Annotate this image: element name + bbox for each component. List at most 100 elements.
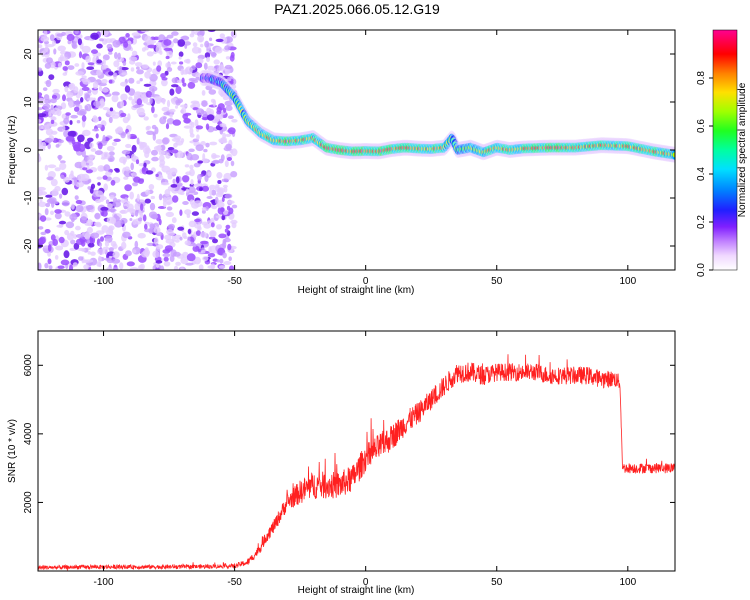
heatmap-cell <box>100 206 109 212</box>
heatmap-cell <box>58 236 65 244</box>
heatmap-cell <box>101 87 109 93</box>
heatmap-cell <box>167 173 173 180</box>
heatmap-cell <box>95 198 102 203</box>
heatmap-cell <box>67 65 75 70</box>
heatmap-cell <box>199 30 205 37</box>
heatmap-cell <box>136 193 140 202</box>
y-tick-label: -10 <box>23 190 34 205</box>
heatmap-cell <box>84 232 91 240</box>
heatmap-cell <box>184 164 190 168</box>
heatmap-cell <box>81 45 91 54</box>
heatmap-cell <box>90 183 96 189</box>
heatmap-cell <box>137 217 143 222</box>
colorbar-tick-label: 0.6 <box>696 119 707 133</box>
heatmap-cell <box>131 144 137 153</box>
heatmap-cell <box>55 245 64 251</box>
heatmap-cell <box>140 30 150 33</box>
heatmap-cell <box>134 62 143 67</box>
heatmap-cell <box>186 152 193 161</box>
heatmap-cell <box>61 200 70 207</box>
heatmap-cell <box>191 46 201 54</box>
heatmap-cell <box>44 62 52 69</box>
heatmap-cell <box>225 56 231 60</box>
heatmap-cell <box>56 224 64 228</box>
heatmap-cell <box>151 88 155 96</box>
heatmap-cell <box>86 219 93 227</box>
heatmap-cell <box>65 221 75 229</box>
heatmap-cell <box>92 56 97 65</box>
heatmap-cell <box>165 152 171 159</box>
heatmap-cell <box>39 236 46 245</box>
heatmap-cell <box>87 62 95 66</box>
heatmap-cell <box>182 251 189 258</box>
heatmap-cell <box>151 81 157 86</box>
heatmap-cell <box>43 30 48 37</box>
heatmap-cell <box>227 127 236 135</box>
heatmap-cell <box>113 138 121 142</box>
heatmap-cell <box>141 64 149 69</box>
colorbar-tick-label: 0.2 <box>696 215 707 229</box>
heatmap-cell <box>64 211 71 217</box>
heatmap-cell <box>130 135 138 139</box>
heatmap-cell <box>219 140 228 144</box>
heatmap-cell <box>99 38 104 42</box>
heatmap-cell <box>44 137 53 143</box>
heatmap-cell <box>81 173 90 181</box>
heatmap-cell <box>211 205 218 210</box>
heatmap-cell <box>122 231 131 238</box>
heatmap-cell <box>231 204 238 209</box>
heatmap-cell <box>102 134 106 143</box>
heatmap-cell <box>126 261 135 267</box>
heatmap-cell <box>162 137 170 145</box>
colorbar-ticks: 0.0 0.2 0.4 0.6 0.8 <box>696 71 713 277</box>
heatmap-cell <box>71 139 76 145</box>
x-tick-label: 0 <box>363 276 369 287</box>
heatmap-cell <box>222 132 227 139</box>
heatmap-cell <box>214 46 223 54</box>
heatmap-cell <box>153 226 161 234</box>
heatmap-cell <box>52 88 60 94</box>
heatmap-cell <box>94 150 103 156</box>
heatmap-cell <box>171 217 177 224</box>
heatmap-cell <box>96 176 103 180</box>
heatmap-cell <box>182 201 189 205</box>
heatmap-cell <box>203 148 208 153</box>
heatmap-cell <box>188 220 197 228</box>
heatmap-cell <box>180 35 190 41</box>
heatmap-cell <box>138 264 144 270</box>
heatmap-cell <box>224 193 233 199</box>
heatmap-cell <box>193 200 203 208</box>
heatmap-cell <box>95 133 99 139</box>
heatmap-cell <box>175 99 181 106</box>
heatmap-cell <box>172 195 179 203</box>
heatmap-cell <box>140 251 150 258</box>
heatmap-cell <box>120 81 128 87</box>
snr-series-line <box>38 354 675 571</box>
colorbar-tick-label: 0.8 <box>696 71 707 85</box>
heatmap-cell <box>87 178 92 183</box>
heatmap-cell <box>97 182 101 186</box>
heatmap-cell <box>87 137 94 142</box>
heatmap-cell <box>136 137 140 145</box>
heatmap-cell <box>104 248 108 255</box>
heatmap-cell <box>76 238 85 245</box>
x-tick-label: -50 <box>227 577 242 588</box>
heatmap-cell <box>155 267 160 270</box>
heatmap-cell <box>179 191 185 196</box>
heatmap-cell <box>216 224 222 230</box>
heatmap-cell <box>106 203 113 209</box>
heatmap-cell <box>146 51 154 57</box>
heatmap-cell <box>190 154 200 161</box>
heatmap-cell <box>179 236 183 241</box>
heatmap-cell <box>192 42 198 48</box>
heatmap-cell <box>153 36 160 41</box>
heatmap-cell <box>42 87 48 91</box>
heatmap-cell <box>201 207 207 211</box>
heatmap-cell <box>87 97 96 101</box>
heatmap-cell <box>123 169 132 178</box>
heatmap-cell <box>78 88 84 97</box>
heatmap-cell <box>214 65 219 69</box>
heatmap-cell <box>225 133 232 137</box>
heatmap-cell <box>38 141 44 148</box>
heatmap-cell <box>131 50 138 56</box>
